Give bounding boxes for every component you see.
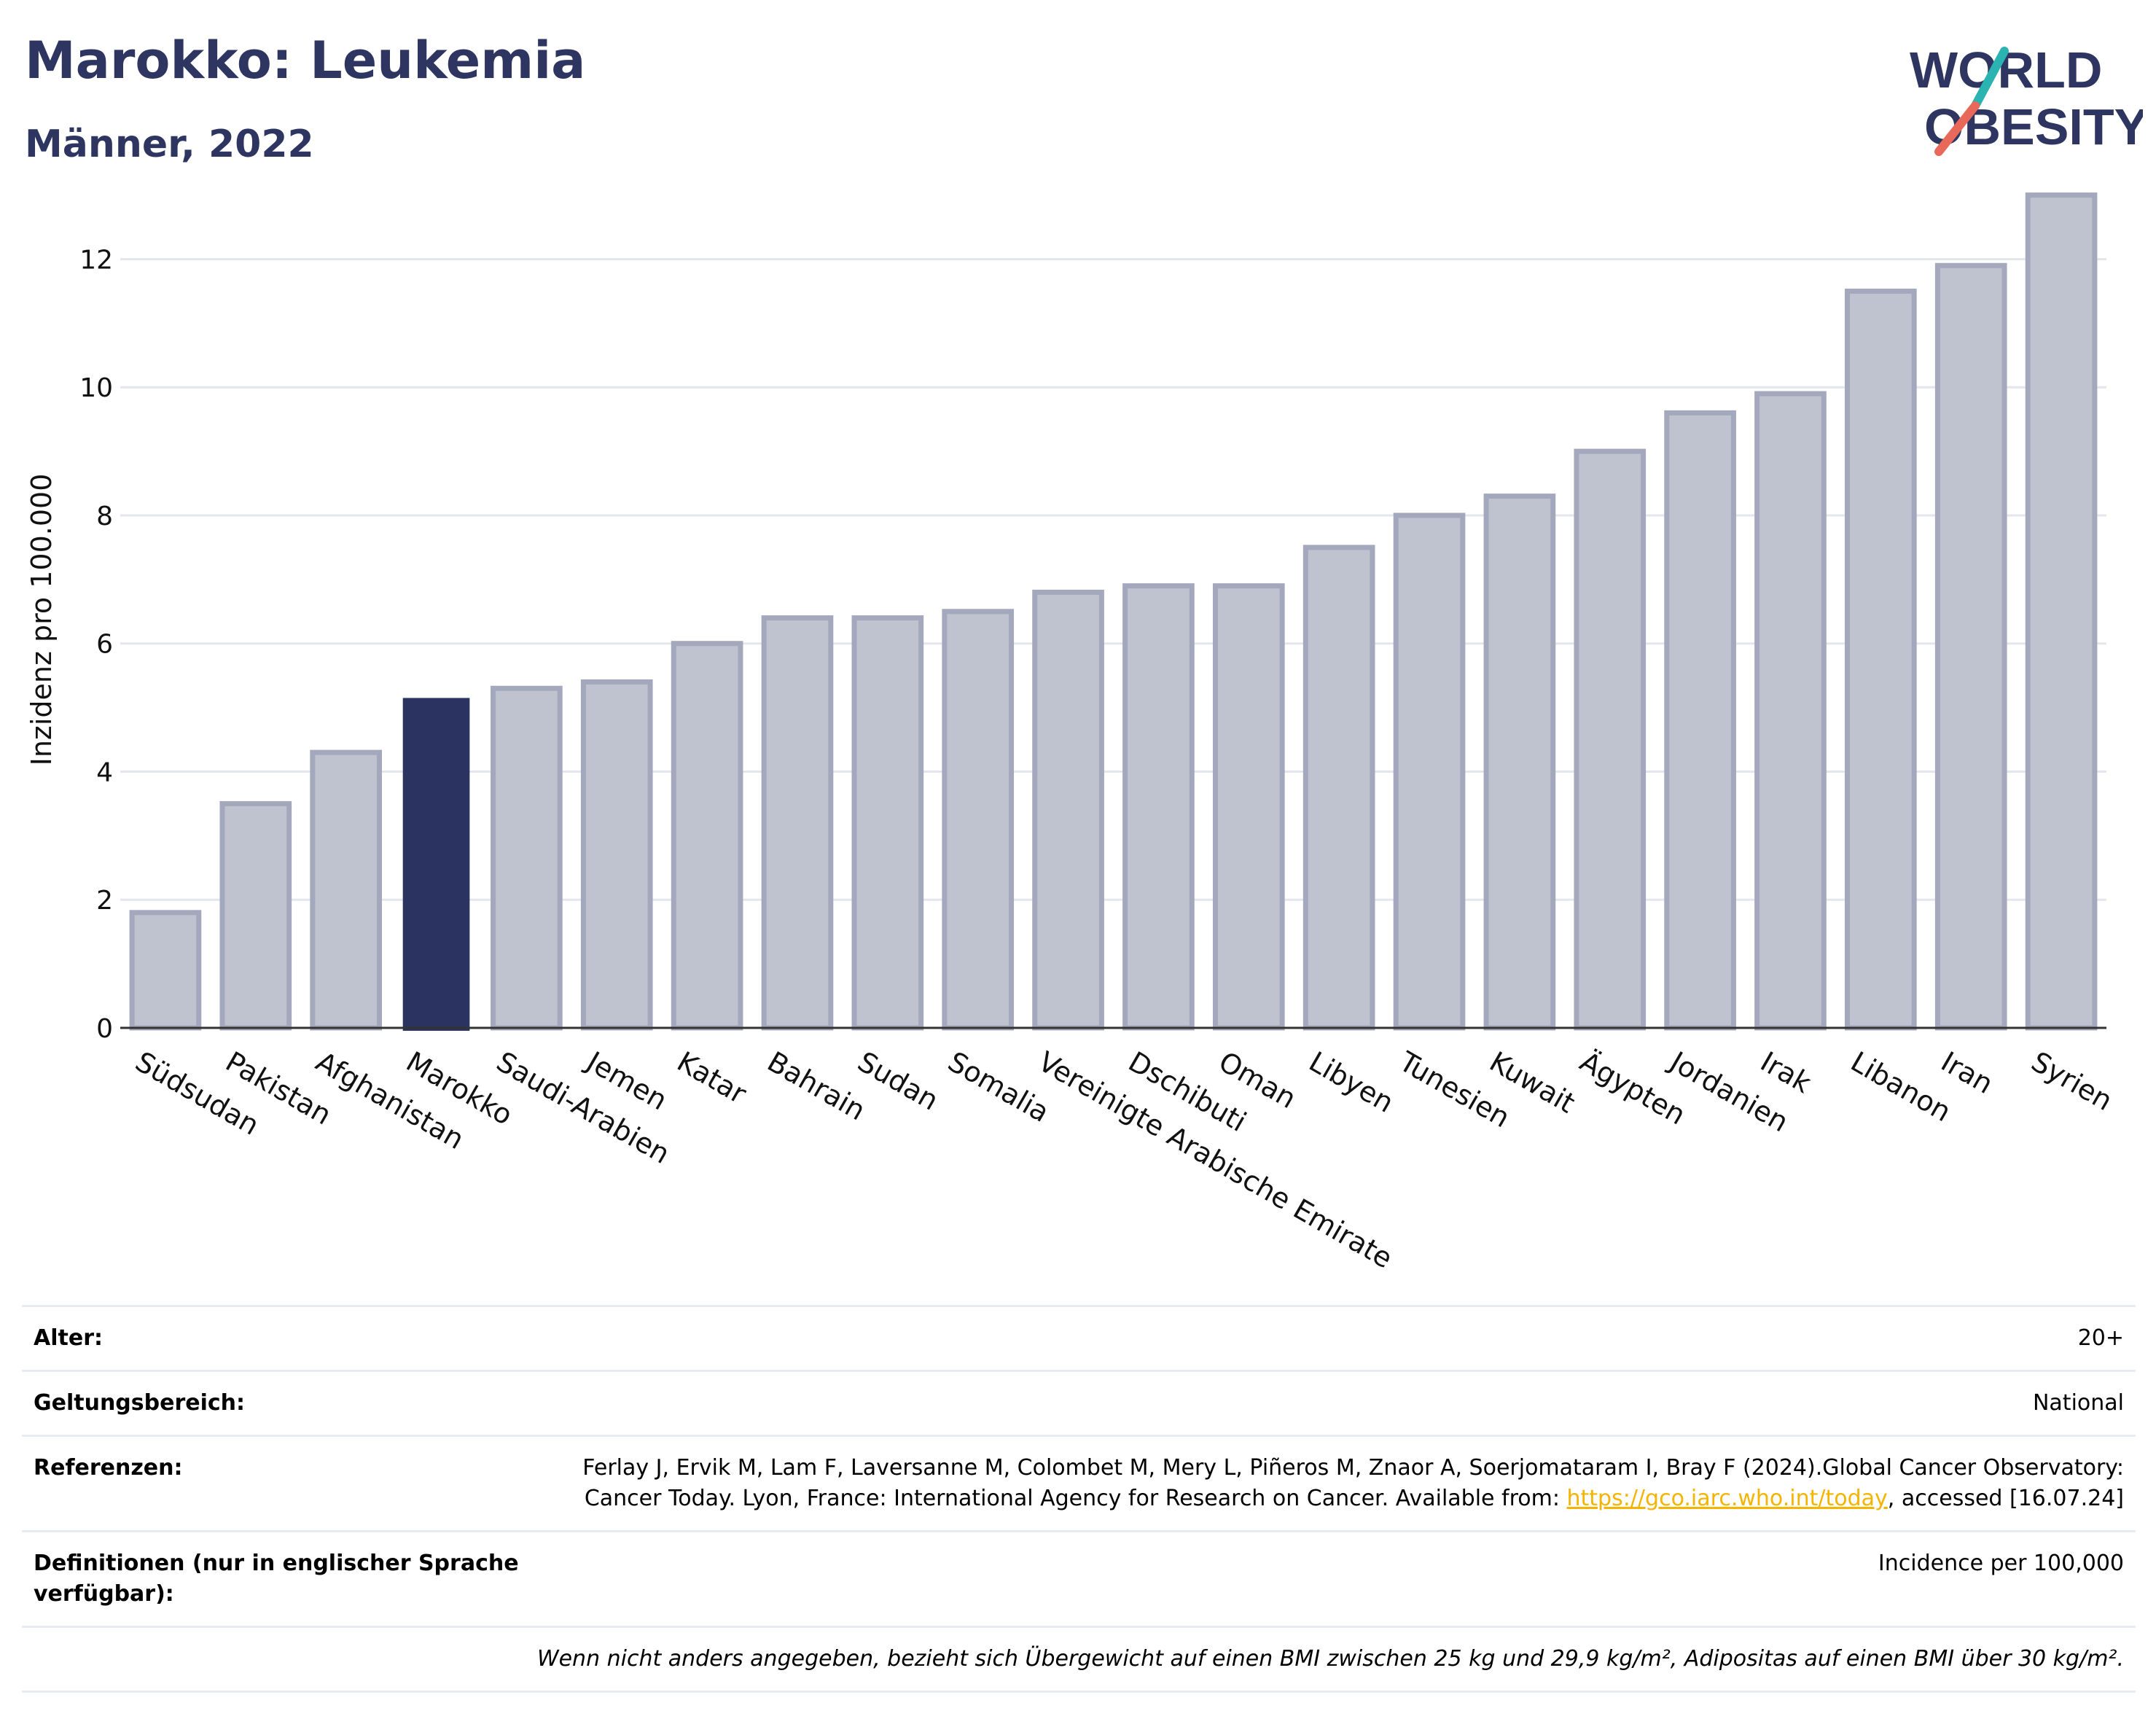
y-tick-label: 12: [79, 245, 113, 275]
meta-label-scope: Geltungsbereich:: [34, 1390, 246, 1416]
meta-row-scope: Geltungsbereich: National: [22, 1370, 2136, 1435]
x-tick-label: Libyen: [1304, 1045, 1399, 1119]
bar-libyen: [1302, 545, 1375, 1031]
bar-südsudan: [129, 910, 202, 1031]
bar-dschibuti: [1122, 583, 1195, 1031]
bar-saudi-arabien: [491, 685, 563, 1031]
bar-oman: [1212, 583, 1285, 1031]
meta-value-references: Ferlay J, Ervik M, Lam F, Laversanne M, …: [558, 1453, 2124, 1514]
meta-row-definitions: Definitionen (nur in englischer Sprache …: [22, 1530, 2136, 1626]
meta-row-age: Alter: 20+: [22, 1305, 2136, 1370]
logo-accent-teal: [1971, 47, 2009, 110]
meta-label-references: Referenzen:: [34, 1455, 183, 1481]
y-axis-title: Inzidenz pro 100.000: [26, 474, 58, 766]
meta-label-definitions: Definitionen (nur in englischer Sprache …: [34, 1551, 519, 1607]
bar-irak: [1754, 391, 1827, 1031]
meta-row-references: Referenzen: Ferlay J, Ervik M, Lam F, La…: [22, 1435, 2136, 1530]
x-tick-label: Somalia: [942, 1045, 1055, 1128]
bar-chart: 0 2 4 6 8 10 12 SüdsudanPakistanAfghanistanMar…: [26, 192, 2118, 1275]
bar-marokko: [402, 698, 470, 1031]
reference-link[interactable]: https://gco.iarc.who.int/today: [1566, 1486, 1888, 1511]
logo-accent-coral: [1934, 101, 1980, 156]
x-tick-labels: SüdsudanPakistanAfghanistanMarokkoSaudi-…: [130, 1045, 2117, 1275]
y-tick-label: 8: [96, 502, 113, 531]
x-tick-label: Katar: [672, 1045, 752, 1110]
x-tick-label: Libanon: [1846, 1045, 1956, 1128]
bar-pakistan: [219, 800, 292, 1031]
bar-vereinigte-arabische-emirate: [1032, 589, 1104, 1031]
bar-iran: [1934, 262, 2007, 1031]
page-title: Marokko: Leukemia: [25, 31, 586, 90]
x-tick-label: Syrien: [2026, 1045, 2118, 1117]
meta-value-age: 20+: [2077, 1325, 2124, 1351]
metadata-table: Alter: 20+ Geltungsbereich: National Ref…: [22, 1305, 2136, 1693]
meta-value-scope: National: [2032, 1390, 2124, 1416]
bar-jordanien: [1664, 410, 1736, 1031]
bar-jemen: [580, 679, 653, 1031]
bar-kuwait: [1483, 494, 1556, 1031]
y-tick-label: 4: [96, 757, 113, 787]
y-tick-label: 0: [96, 1014, 113, 1044]
reference-text: Ferlay J, Ervik M, Lam F, Laversanne M, …: [582, 1455, 2124, 1511]
bar-libanon: [1845, 288, 1917, 1031]
y-tick-label: 6: [96, 630, 113, 660]
bars: [129, 192, 2098, 1031]
y-tick-labels: 0 2 4 6 8 10 12: [79, 245, 113, 1044]
bar-syrien: [2025, 192, 2098, 1031]
x-tick-label: Iran: [1936, 1045, 1999, 1100]
x-tick-label: Bahrain: [762, 1045, 870, 1127]
y-tick-label: 2: [96, 886, 113, 916]
world-obesity-logo: WORLD OBESITY: [1910, 42, 2143, 156]
meta-row-note: Wenn nicht anders angegeben, bezieht sic…: [22, 1626, 2136, 1693]
meta-value-definitions: Incidence per 100,000: [1878, 1551, 2124, 1576]
y-tick-label: 10: [79, 373, 113, 403]
bmi-note: Wenn nicht anders angegeben, bezieht sic…: [536, 1646, 2124, 1672]
page-subtitle: Männer, 2022: [25, 122, 314, 166]
bar-afghanistan: [310, 749, 382, 1031]
meta-label-age: Alter:: [34, 1325, 103, 1351]
bar-ägypten: [1574, 448, 1647, 1031]
x-tick-label: Irak: [1755, 1045, 1816, 1099]
bar-sudan: [851, 615, 924, 1031]
bar-somalia: [942, 609, 1015, 1031]
bar-tunesien: [1393, 512, 1466, 1031]
bar-katar: [671, 641, 743, 1031]
reference-accessed: , accessed [16.07.24]: [1887, 1486, 2124, 1511]
bar-bahrain: [761, 615, 834, 1031]
